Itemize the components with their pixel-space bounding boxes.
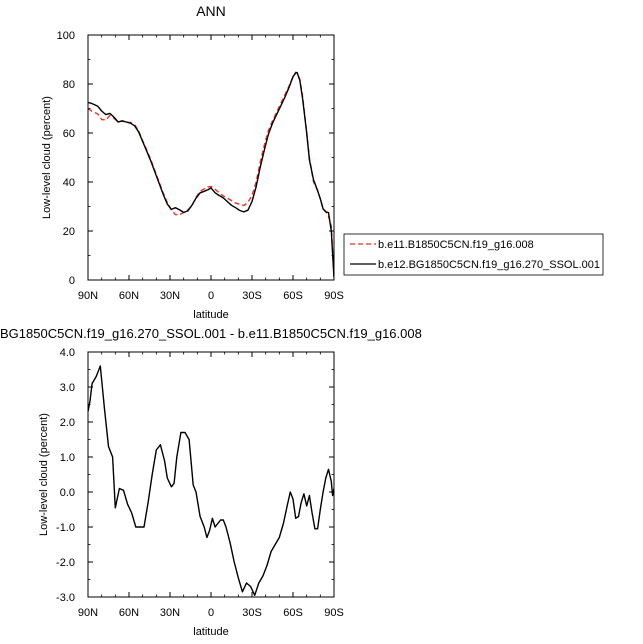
chart-top: ANN 90N 60N 30N 0 30S 60S 90S 0 20 40 60 80 100 lati… [41, 3, 604, 321]
legend-label-series-1: b.e11.B1850C5CN.f19_g16.008 [378, 239, 534, 251]
chart-top-series-line-1 [88, 71, 334, 279]
chart-bottom-y-tick-label: 0.0 [60, 487, 75, 499]
chart-top-x-tick-label: 60S [283, 290, 303, 302]
legend-box [343, 233, 604, 276]
chart-top-series-group [88, 71, 334, 279]
chart-bottom-y-tick-label: 1.0 [60, 452, 75, 464]
chart-bottom-series-line-1 [88, 365, 334, 596]
chart-bottom-y-tick-label: 4.0 [60, 347, 75, 359]
chart-bottom-y-axis-label: Low-level cloud (percent) [38, 413, 50, 536]
chart-top-title: ANN [196, 3, 226, 19]
chart-bottom: BG1850C5CN.f19_g16.270_SSOL.001 - b.e11.… [0, 326, 422, 638]
chart-top-x-tick-label: 0 [208, 290, 214, 302]
chart-bottom-y-tick-label: -3.0 [56, 592, 75, 604]
chart-top-y-tick-label: 0 [69, 275, 75, 287]
chart-top-axes: 90N 60N 30N 0 30S 60S 90S 0 20 40 60 80 100 [57, 30, 344, 302]
chart-bottom-plot-frame [87, 351, 335, 598]
chart-top-legend: b.e11.B1850C5CN.f19_g16.008 b.e12.BG1850… [343, 233, 604, 276]
chart-bottom-y-tick-label: -2.0 [56, 557, 75, 569]
chart-top-y-tick-label: 80 [63, 79, 75, 91]
legend-label-series-2: b.e12.BG1850C5CN.f19_g16.270_SSOL.001 [378, 259, 600, 271]
chart-top-y-axis-label: Low-level cloud (percent) [41, 96, 53, 219]
chart-top-y-tick-label: 20 [63, 226, 75, 238]
chart-top-y-tick-label: 60 [63, 128, 75, 140]
chart-bottom-x-tick-label: 0 [208, 607, 214, 619]
chart-bottom-y-tick-label: 3.0 [60, 382, 75, 394]
chart-top-series-line-2 [88, 71, 334, 278]
chart-top-y-tick-label: 40 [63, 177, 75, 189]
chart-bottom-y-tick-label: -1.0 [56, 522, 75, 534]
chart-bottom-x-tick-label: 30S [242, 607, 262, 619]
chart-bottom-x-axis-label: latitude [193, 626, 228, 638]
chart-bottom-x-tick-label: 90N [78, 607, 98, 619]
chart-top-plot-frame [87, 34, 335, 281]
chart-top-x-tick-label: 30N [160, 290, 180, 302]
chart-bottom-y-tick-label: 2.0 [60, 417, 75, 429]
chart-top-x-tick-label: 90S [324, 290, 344, 302]
chart-bottom-series-group [88, 365, 334, 596]
chart-top-x-tick-label: 30S [242, 290, 262, 302]
chart-top-y-tick-label: 100 [57, 30, 75, 42]
chart-bottom-title: BG1850C5CN.f19_g16.270_SSOL.001 - b.e11.… [0, 326, 422, 341]
chart-top-x-tick-label: 90N [78, 290, 98, 302]
chart-top-x-axis-label: latitude [193, 309, 228, 321]
chart-bottom-x-tick-label: 30N [160, 607, 180, 619]
chart-bottom-x-tick-label: 60S [283, 607, 303, 619]
chart-bottom-x-tick-label: 60N [119, 607, 139, 619]
chart-bottom-x-tick-label: 90S [324, 607, 344, 619]
chart-top-x-tick-label: 60N [119, 290, 139, 302]
chart-bottom-axes: 90N 60N 30N 0 30S 60S 90S -3.0 -2.0 -1.0 0.0 1.0 2.0… [56, 347, 344, 619]
